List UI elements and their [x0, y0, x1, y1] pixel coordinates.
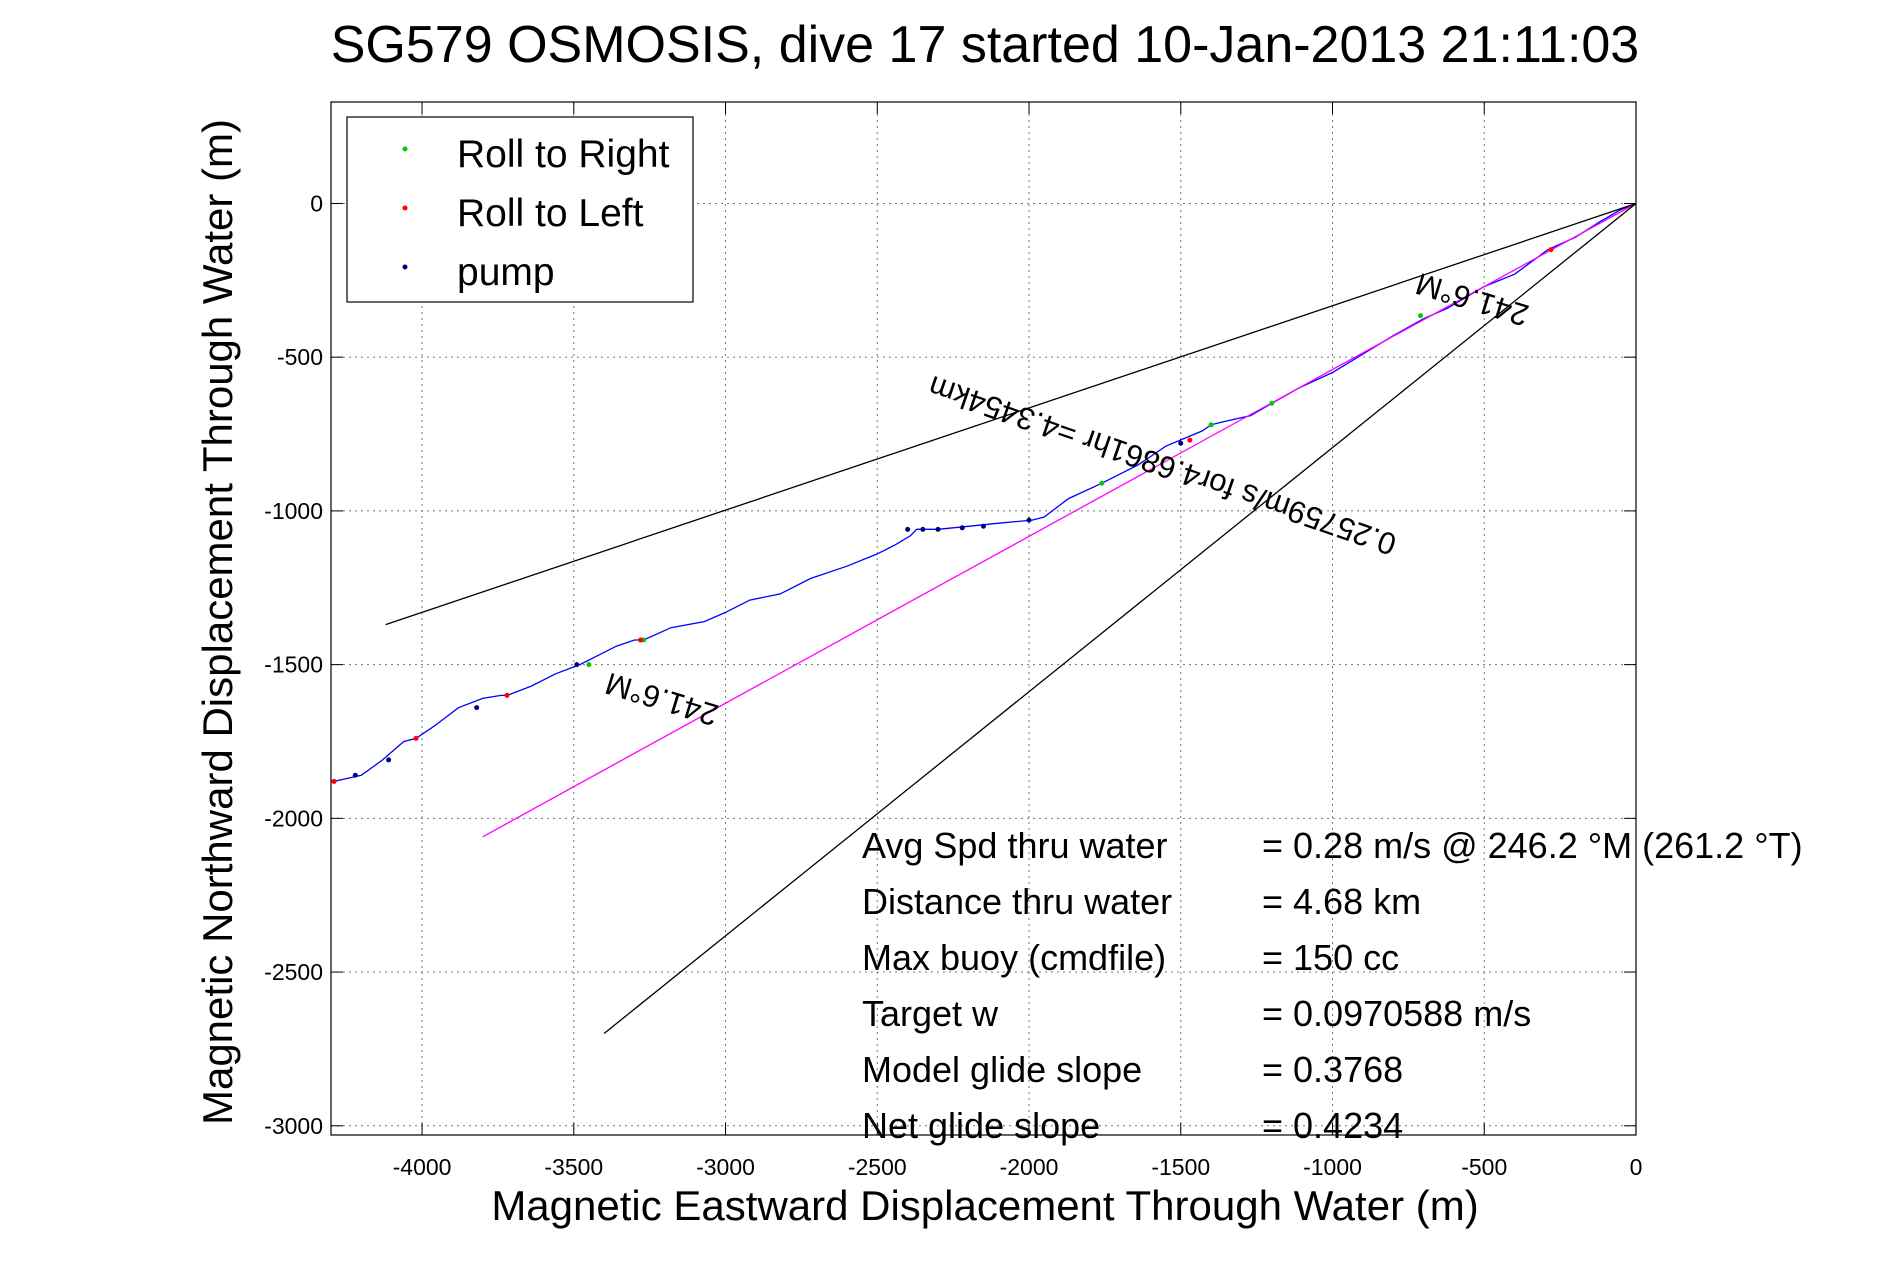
data-point: [1208, 422, 1214, 428]
stat-label: Distance thru water: [862, 881, 1172, 922]
stat-value: = 0.0970588 m/s: [1262, 993, 1531, 1034]
y-tick-label: -2500: [264, 959, 323, 985]
x-tick-label: -500: [1461, 1154, 1507, 1180]
stat-value: = 0.28 m/s @ 246.2 °M (261.2 °T): [1262, 825, 1803, 866]
stats-block: Avg Spd thru water = 0.28 m/s @ 246.2 °M …: [862, 825, 1803, 1146]
series-layer: [331, 202, 1637, 1035]
series-line: [385, 202, 1637, 626]
stat-label: Target w: [862, 993, 999, 1034]
y-tick-label: -3000: [264, 1113, 323, 1139]
data-point: [474, 705, 480, 711]
stat-label: Net glide slope: [862, 1105, 1100, 1146]
stat-label: Max buoy (cmdfile): [862, 937, 1166, 978]
x-tick-label: -1000: [1303, 1154, 1362, 1180]
legend-label: Roll to Left: [457, 192, 644, 235]
data-point: [905, 526, 911, 532]
data-point: [1026, 517, 1032, 523]
legend-label: pump: [457, 251, 555, 294]
legend-label: Roll to Right: [457, 133, 670, 176]
series-line: [603, 202, 1637, 1035]
data-point: [386, 757, 392, 763]
data-point: [920, 526, 926, 532]
y-tick-label: 0: [310, 190, 323, 216]
x-tick-label: -2500: [848, 1154, 907, 1180]
series-line: [482, 202, 1637, 838]
stat-value: = 4.68 km: [1262, 881, 1421, 922]
x-axis-label: Magnetic Eastward Displacement Through W…: [491, 1182, 1478, 1229]
data-point: [586, 662, 592, 668]
x-tick-label: -4000: [393, 1154, 452, 1180]
data-point: [981, 523, 986, 529]
data-point: [1178, 440, 1184, 446]
y-tick-label: -500: [277, 344, 323, 370]
legend-marker: [402, 205, 408, 211]
data-point: [935, 526, 941, 532]
data-point: [1099, 480, 1105, 486]
y-tick-label: -1000: [264, 498, 323, 524]
data-point: [413, 735, 419, 741]
data-point: [1548, 247, 1554, 253]
legend-marker: [402, 264, 408, 270]
stat-label: Model glide slope: [862, 1049, 1142, 1090]
data-point: [638, 637, 644, 643]
data-point: [959, 525, 965, 531]
data-point: [1269, 400, 1275, 406]
stat-value: = 150 cc: [1262, 937, 1399, 978]
x-tick-label: -2000: [1000, 1154, 1059, 1180]
stat-label: Avg Spd thru water: [862, 825, 1168, 866]
y-tick-label: -2000: [264, 805, 323, 831]
stat-value: = 0.3768: [1262, 1049, 1403, 1090]
y-tick-label: -1500: [264, 652, 323, 678]
plot-frame: [330, 101, 1637, 1136]
data-point: [331, 778, 337, 784]
data-point: [1418, 313, 1424, 319]
x-tick-label: -1500: [1151, 1154, 1210, 1180]
y-axis-label: Magnetic Northward Displacement Through …: [194, 119, 241, 1125]
data-point: [574, 662, 580, 668]
x-tick-label: -3000: [696, 1154, 755, 1180]
x-tick-label: 0: [1630, 1154, 1643, 1180]
chart-title: SG579 OSMOSIS, dive 17 started 10-Jan-20…: [331, 16, 1639, 74]
stat-value: = 0.4234: [1262, 1105, 1403, 1146]
data-point: [1187, 437, 1193, 443]
x-tick-label: -3500: [544, 1154, 603, 1180]
data-point: [504, 692, 510, 698]
data-point: [352, 772, 358, 778]
legend-marker: [402, 146, 408, 152]
plot-axes: -4000 -3500 -3000 -2500 -2000 -1500 -1000 -500 0…: [264, 101, 1643, 1180]
legend: Roll to Right Roll to Left pump: [346, 116, 694, 303]
